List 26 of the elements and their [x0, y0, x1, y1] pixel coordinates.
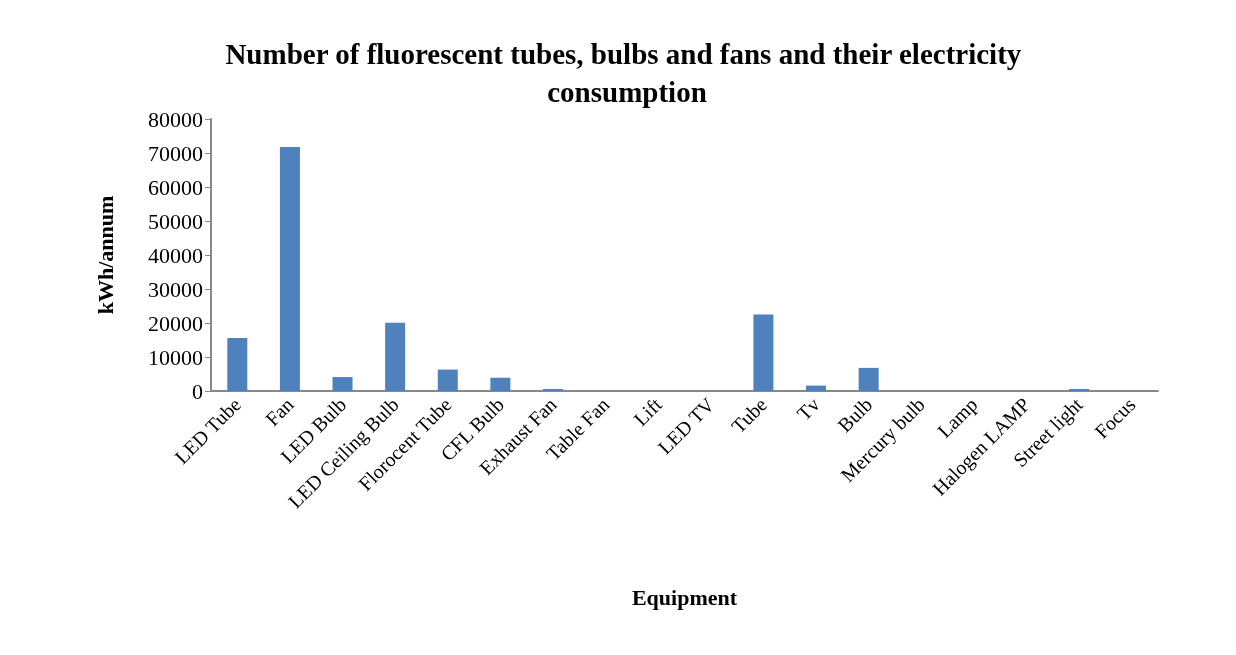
bar	[806, 385, 827, 391]
y-tick-label: 40000	[148, 242, 203, 268]
y-tick-label: 80000	[148, 106, 203, 132]
bar	[1069, 388, 1090, 391]
y-tick-label: 30000	[148, 276, 203, 302]
bar	[279, 146, 300, 391]
y-tick-label: 0	[192, 378, 203, 404]
x-tick-label: Tv	[792, 393, 824, 425]
bar	[437, 369, 458, 391]
y-axis-title: kWh/annum	[92, 195, 118, 315]
y-tick-label: 70000	[148, 140, 203, 166]
y-tick-label: 20000	[148, 310, 203, 336]
bar	[542, 388, 563, 391]
x-tick-label: Fan	[260, 393, 298, 430]
bar	[753, 314, 774, 391]
x-tick-label: Tube	[727, 393, 772, 438]
bar	[490, 377, 511, 391]
y-tick-label: 10000	[148, 344, 203, 370]
bar	[858, 367, 879, 391]
x-axis-title: Equipment	[631, 584, 738, 610]
bar	[385, 322, 406, 391]
bar	[332, 377, 353, 391]
y-tick-label: 50000	[148, 208, 203, 234]
chart-title: Number of fluorescent tubes, bulbs and fans and their electricity consumption	[225, 38, 1029, 108]
y-tick-label: 60000	[148, 174, 203, 200]
bar	[227, 337, 248, 391]
